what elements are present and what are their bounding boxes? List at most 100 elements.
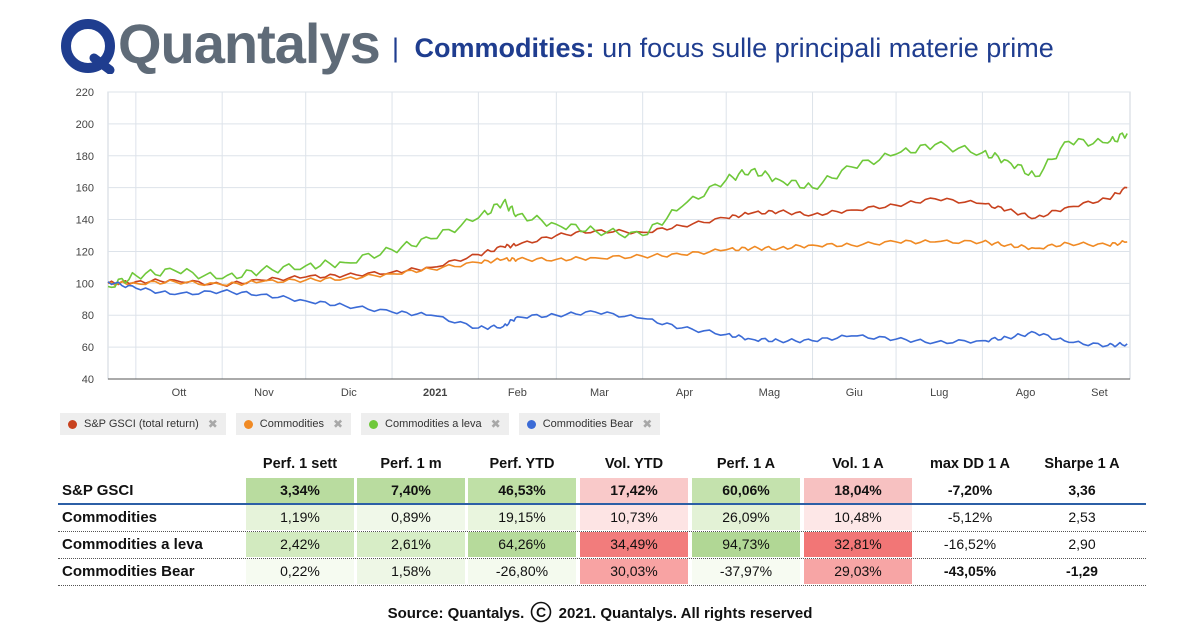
legend-label: S&P GSCI (total return) — [84, 418, 199, 430]
column-header: Perf. 1 sett — [262, 456, 338, 472]
table-row: S&P GSCI 3,34% 7,40% 46,53% 17,42% 60,06% 18,0… — [58, 478, 1146, 505]
series-line — [107, 186, 1128, 287]
column-header: Perf. YTD — [489, 456, 555, 472]
header: Quantalys | Commodities: un focus sulle … — [60, 10, 1160, 82]
x-tick-label: Giu — [846, 387, 863, 399]
table-cell: -1,29 — [1066, 563, 1098, 579]
table-cell: -16,52% — [943, 536, 997, 552]
series-line — [107, 281, 1128, 348]
y-tick-label: 160 — [76, 183, 94, 195]
table-cell: 2,61% — [357, 532, 465, 557]
quantalys-logo: Quantalys — [60, 10, 390, 82]
legend-label: Commodities a leva — [385, 418, 482, 430]
table-cell: -26,80% — [468, 559, 576, 584]
table-cell: -43,05% — [943, 563, 997, 579]
legend-remove-icon[interactable]: ✖ — [642, 417, 653, 431]
line-chart: 40 60 80 100 120 140 160 180 200 220 Ott Nov Dic 2021… — [76, 87, 1131, 399]
column-header: Sharpe 1 A — [1044, 456, 1120, 472]
y-tick-label: 80 — [82, 310, 94, 322]
column-header: Perf. 1 A — [716, 456, 776, 472]
row-name: Commodities Bear — [62, 563, 195, 580]
table-cell: 18,04% — [804, 478, 912, 503]
row-name: Commodities a leva — [62, 536, 203, 553]
legend-label: Commodities — [259, 418, 324, 430]
table-cell: 19,15% — [468, 505, 576, 530]
legend-dot-icon — [68, 419, 77, 429]
legend-remove-icon[interactable]: ✖ — [207, 417, 218, 431]
x-tick-label: Dic — [341, 387, 357, 399]
chart-legend: S&P GSCI (total return) ✖ Commodities ✖ Comm… — [60, 413, 661, 435]
performance-table: Perf. 1 sett Perf. 1 m Perf. YTD Vol. YTD Pe… — [58, 450, 1146, 586]
legend-item[interactable]: Commodities ✖ — [235, 413, 352, 435]
legend-remove-icon[interactable]: ✖ — [332, 417, 344, 431]
table-cell: 1,19% — [246, 505, 354, 530]
title-strong: Commodities: — [414, 33, 595, 63]
table-cell: -7,20% — [947, 482, 993, 498]
row-name: S&P GSCI — [62, 482, 134, 499]
table-cell: 3,36 — [1068, 482, 1096, 498]
table-row: Commodities Bear 0,22% 1,58% -26,80% 30,03% -… — [58, 559, 1146, 586]
table-cell: -37,97% — [692, 559, 800, 584]
y-tick-label: 200 — [76, 119, 94, 131]
x-tick-label: Apr — [676, 387, 693, 399]
source-footer: Source: Quantalys. C 2021. Quantalys. Al… — [0, 601, 1200, 623]
copyright-symbol: C — [536, 604, 546, 620]
source-suffix: 2021. Quantalys. All rights reserved — [558, 605, 813, 622]
table-row: Commodities 1,19% 0,89% 19,15% 10,73% 26,09% 1… — [58, 505, 1146, 532]
table-cell: 10,48% — [804, 505, 912, 530]
legend-item[interactable]: Commodities a leva ✖ — [361, 413, 509, 435]
series-line — [107, 132, 1128, 289]
table-cell: 10,73% — [580, 505, 688, 530]
copyright-icon: C — [531, 601, 552, 623]
title-separator: | — [392, 33, 400, 63]
table-cell: 1,58% — [357, 559, 465, 584]
legend-remove-icon[interactable]: ✖ — [490, 417, 501, 431]
table-header-row: Perf. 1 sett Perf. 1 m Perf. YTD Vol. YTD Pe… — [58, 450, 1146, 478]
table-cell: 2,90 — [1068, 536, 1096, 552]
source-prefix: Source: Quantalys. — [387, 605, 525, 622]
x-tick-label: Ott — [172, 387, 187, 399]
y-tick-label: 180 — [76, 151, 94, 163]
y-tick-label: 120 — [76, 246, 94, 258]
legend-item[interactable]: Commodities Bear ✖ — [518, 413, 661, 435]
x-tick-label: Ago — [1016, 387, 1036, 399]
column-header: Vol. YTD — [604, 456, 664, 472]
y-tick-label: 100 — [76, 278, 94, 290]
table-cell: 3,34% — [246, 478, 354, 503]
x-tick-label: Feb — [508, 387, 527, 399]
table-cell: 0,22% — [246, 559, 354, 584]
table-cell: 2,53 — [1068, 509, 1096, 525]
legend-dot-icon — [526, 419, 536, 429]
table-row: Commodities a leva 2,42% 2,61% 64,26% 34,49%… — [58, 532, 1146, 559]
table-cell: 30,03% — [580, 559, 688, 584]
table-cell: -5,12% — [947, 509, 993, 525]
legend-item[interactable]: S&P GSCI (total return) ✖ — [60, 413, 226, 435]
x-tick-label: Lug — [930, 387, 948, 399]
table-cell: 0,89% — [357, 505, 465, 530]
table-cell: 2,42% — [246, 532, 354, 557]
page-title: | Commodities: un focus sulle principali… — [392, 30, 1054, 66]
table-cell: 32,81% — [804, 532, 912, 557]
legend-dot-icon — [243, 419, 253, 429]
table-cell: 64,26% — [468, 532, 576, 557]
column-header: Perf. 1 m — [380, 456, 442, 472]
table-cell: 60,06% — [692, 478, 800, 503]
table-cell: 29,03% — [804, 559, 912, 584]
x-tick-label: Mag — [759, 387, 780, 399]
x-tick-label: Set — [1091, 387, 1108, 399]
table-cell: 17,42% — [580, 478, 688, 503]
y-tick-label: 40 — [82, 374, 94, 386]
table-cell: 7,40% — [357, 478, 465, 503]
legend-label: Commodities Bear — [542, 418, 634, 430]
plot-area — [107, 91, 1131, 380]
y-tick-label: 60 — [82, 342, 94, 354]
x-tick-label: Mar — [590, 387, 609, 399]
row-name: Commodities — [62, 509, 158, 526]
column-header: max DD 1 A — [929, 456, 1011, 472]
table-cell: 34,49% — [580, 532, 688, 557]
column-header: Vol. 1 A — [832, 456, 884, 472]
y-tick-label: 220 — [76, 87, 94, 99]
table-cell: 26,09% — [692, 505, 800, 530]
series-line — [107, 239, 1128, 287]
y-tick-label: 140 — [76, 215, 94, 227]
